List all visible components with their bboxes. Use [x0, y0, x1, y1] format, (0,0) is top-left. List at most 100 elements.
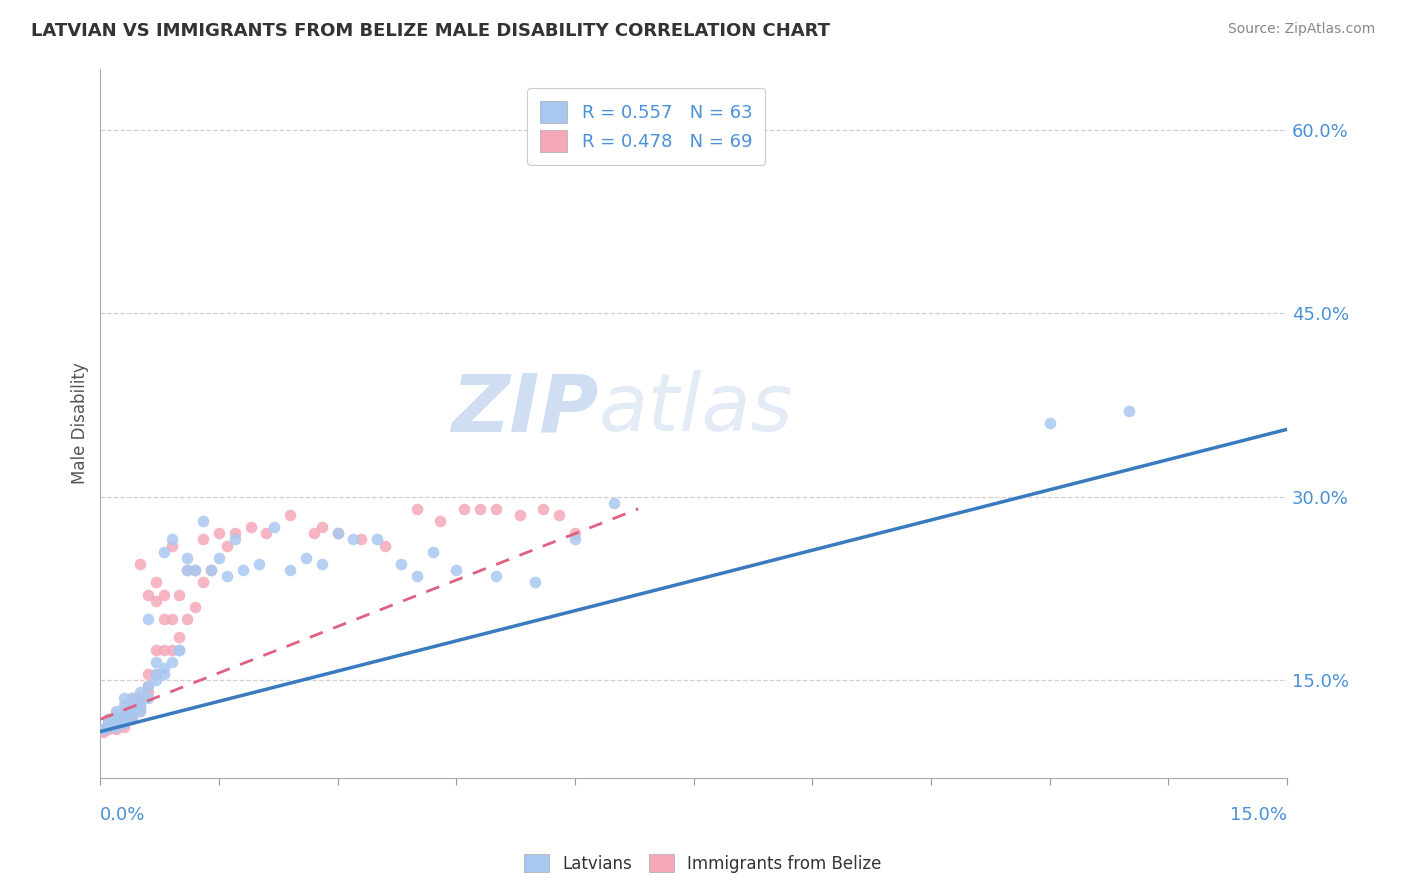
Point [121, 700, 143, 714]
Point [200, 563, 222, 577]
Point [112, 712, 135, 726]
Point [121, 698, 143, 712]
Point [101, 718, 124, 732]
Text: LATVIAN VS IMMIGRANTS FROM BELIZE MALE DISABILITY CORRELATION CHART: LATVIAN VS IMMIGRANTS FROM BELIZE MALE D… [31, 22, 830, 40]
Point [129, 698, 152, 712]
Point [224, 533, 246, 547]
Point [453, 502, 475, 516]
Point [176, 612, 198, 626]
Point [97, 720, 120, 734]
Point [112, 712, 135, 726]
Point [152, 642, 174, 657]
Point [548, 508, 571, 522]
Point [366, 533, 388, 547]
Point [160, 642, 183, 657]
Point [247, 557, 270, 571]
Point [564, 526, 586, 541]
Point [105, 715, 128, 730]
Point [215, 569, 238, 583]
Point [136, 588, 159, 602]
Text: atlas: atlas [599, 370, 793, 448]
Point [342, 533, 364, 547]
Point [145, 667, 167, 681]
Point [136, 667, 159, 681]
Text: 15.0%: 15.0% [1230, 806, 1286, 824]
Point [145, 575, 167, 590]
Point [311, 557, 333, 571]
Point [263, 520, 285, 534]
Point [215, 539, 238, 553]
Point [136, 679, 159, 693]
Point [105, 710, 128, 724]
Point [129, 695, 152, 709]
Point [152, 545, 174, 559]
Point [105, 720, 128, 734]
Point [97, 720, 120, 734]
Point [405, 569, 427, 583]
Legend: R = 0.557   N = 63, R = 0.478   N = 69: R = 0.557 N = 63, R = 0.478 N = 69 [527, 88, 765, 165]
Point [105, 722, 128, 736]
Point [169, 630, 191, 644]
Point [112, 710, 135, 724]
Point [302, 526, 325, 541]
Y-axis label: Male Disability: Male Disability [72, 362, 89, 484]
Point [136, 691, 159, 706]
Point [129, 704, 152, 718]
Point [112, 698, 135, 712]
Point [509, 508, 531, 522]
Point [97, 712, 120, 726]
Point [193, 533, 215, 547]
Point [129, 685, 152, 699]
Point [105, 718, 128, 732]
Point [105, 707, 128, 722]
Point [485, 569, 508, 583]
Point [160, 612, 183, 626]
Point [105, 715, 128, 730]
Point [193, 575, 215, 590]
Point [145, 655, 167, 669]
Point [97, 712, 120, 726]
Point [232, 563, 254, 577]
Point [485, 502, 508, 516]
Point [145, 667, 167, 681]
Point [97, 715, 120, 730]
Point [160, 533, 183, 547]
Point [112, 707, 135, 722]
Point [121, 710, 143, 724]
Legend: Latvians, Immigrants from Belize: Latvians, Immigrants from Belize [517, 847, 889, 880]
Point [108, 712, 131, 726]
Point [121, 691, 143, 706]
Point [169, 642, 191, 657]
Point [446, 563, 468, 577]
Text: Source: ZipAtlas.com: Source: ZipAtlas.com [1227, 22, 1375, 37]
Point [112, 704, 135, 718]
Point [112, 715, 135, 730]
Point [389, 557, 412, 571]
Point [121, 707, 143, 722]
Point [176, 563, 198, 577]
Point [145, 642, 167, 657]
Point [112, 720, 135, 734]
Point [121, 712, 143, 726]
Text: ZIP: ZIP [451, 370, 599, 448]
Point [93, 722, 115, 736]
Point [136, 685, 159, 699]
Point [97, 722, 120, 736]
Point [121, 704, 143, 718]
Point [208, 550, 231, 565]
Point [278, 563, 301, 577]
Point [152, 661, 174, 675]
Point [564, 533, 586, 547]
Point [311, 520, 333, 534]
Point [1118, 404, 1140, 418]
Point [374, 539, 396, 553]
Point [468, 502, 491, 516]
Point [208, 526, 231, 541]
Point [93, 722, 115, 736]
Point [184, 563, 207, 577]
Point [239, 520, 262, 534]
Point [184, 599, 207, 614]
Point [152, 667, 174, 681]
Point [524, 575, 547, 590]
Point [152, 612, 174, 626]
